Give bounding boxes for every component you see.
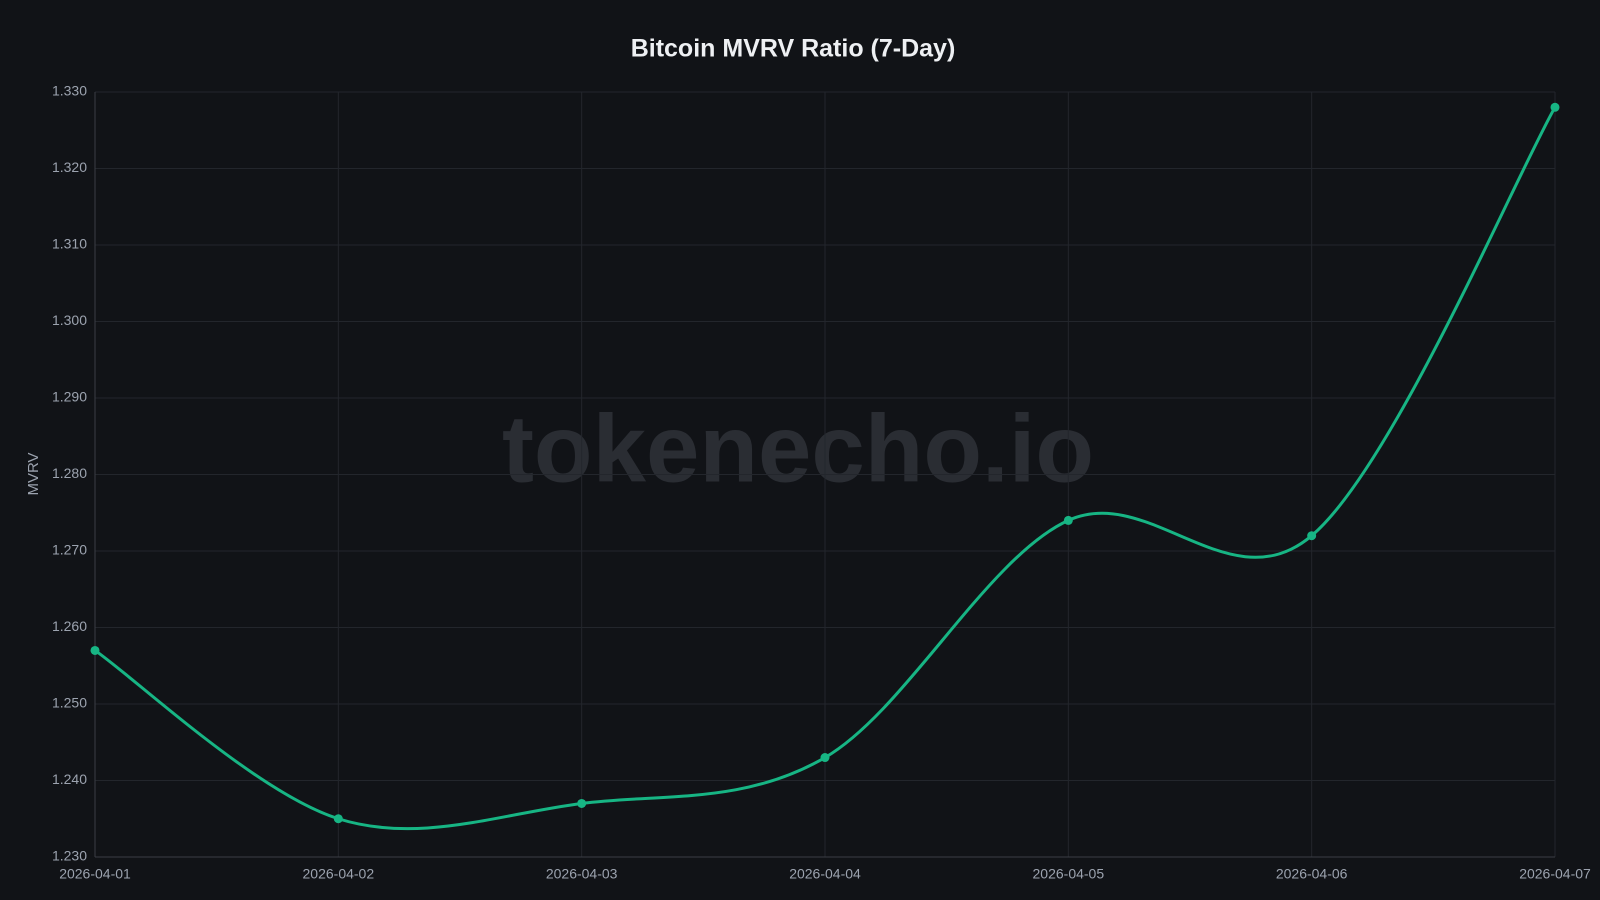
x-tick-label: 2026-04-02 [303, 866, 375, 882]
y-tick-label: 1.230 [52, 848, 87, 864]
point [1307, 531, 1317, 541]
y-tick-label: 1.310 [52, 236, 87, 252]
y-tick-label: 1.320 [52, 159, 87, 175]
point [333, 814, 343, 824]
chart-title: Bitcoin MVRV Ratio (7-Day) [631, 35, 956, 63]
point [90, 645, 100, 655]
point [1063, 515, 1073, 525]
y-tick-label: 1.240 [52, 771, 87, 787]
y-tick-label: 1.270 [52, 542, 87, 558]
y-tick-label: 1.330 [52, 83, 87, 99]
y-tick-label: 1.260 [52, 618, 87, 634]
point [820, 753, 830, 763]
y-tick-label: 1.250 [52, 695, 87, 711]
point [577, 798, 587, 808]
y-tick-label: 1.280 [52, 465, 87, 481]
x-tick-label: 2026-04-04 [789, 866, 861, 882]
watermark: tokenecho.io [502, 395, 1094, 502]
y-tick-label: 1.290 [52, 389, 87, 405]
x-tick-label: 2026-04-05 [1033, 866, 1105, 882]
x-tick-label: 2026-04-01 [59, 866, 131, 882]
y-axis-label: MVRV [25, 452, 42, 495]
x-tick-label: 2026-04-03 [546, 866, 618, 882]
x-tick-label: 2026-04-07 [1519, 866, 1591, 882]
point [1550, 102, 1560, 112]
x-tick-label: 2026-04-06 [1276, 866, 1348, 882]
y-tick-label: 1.300 [52, 312, 87, 328]
